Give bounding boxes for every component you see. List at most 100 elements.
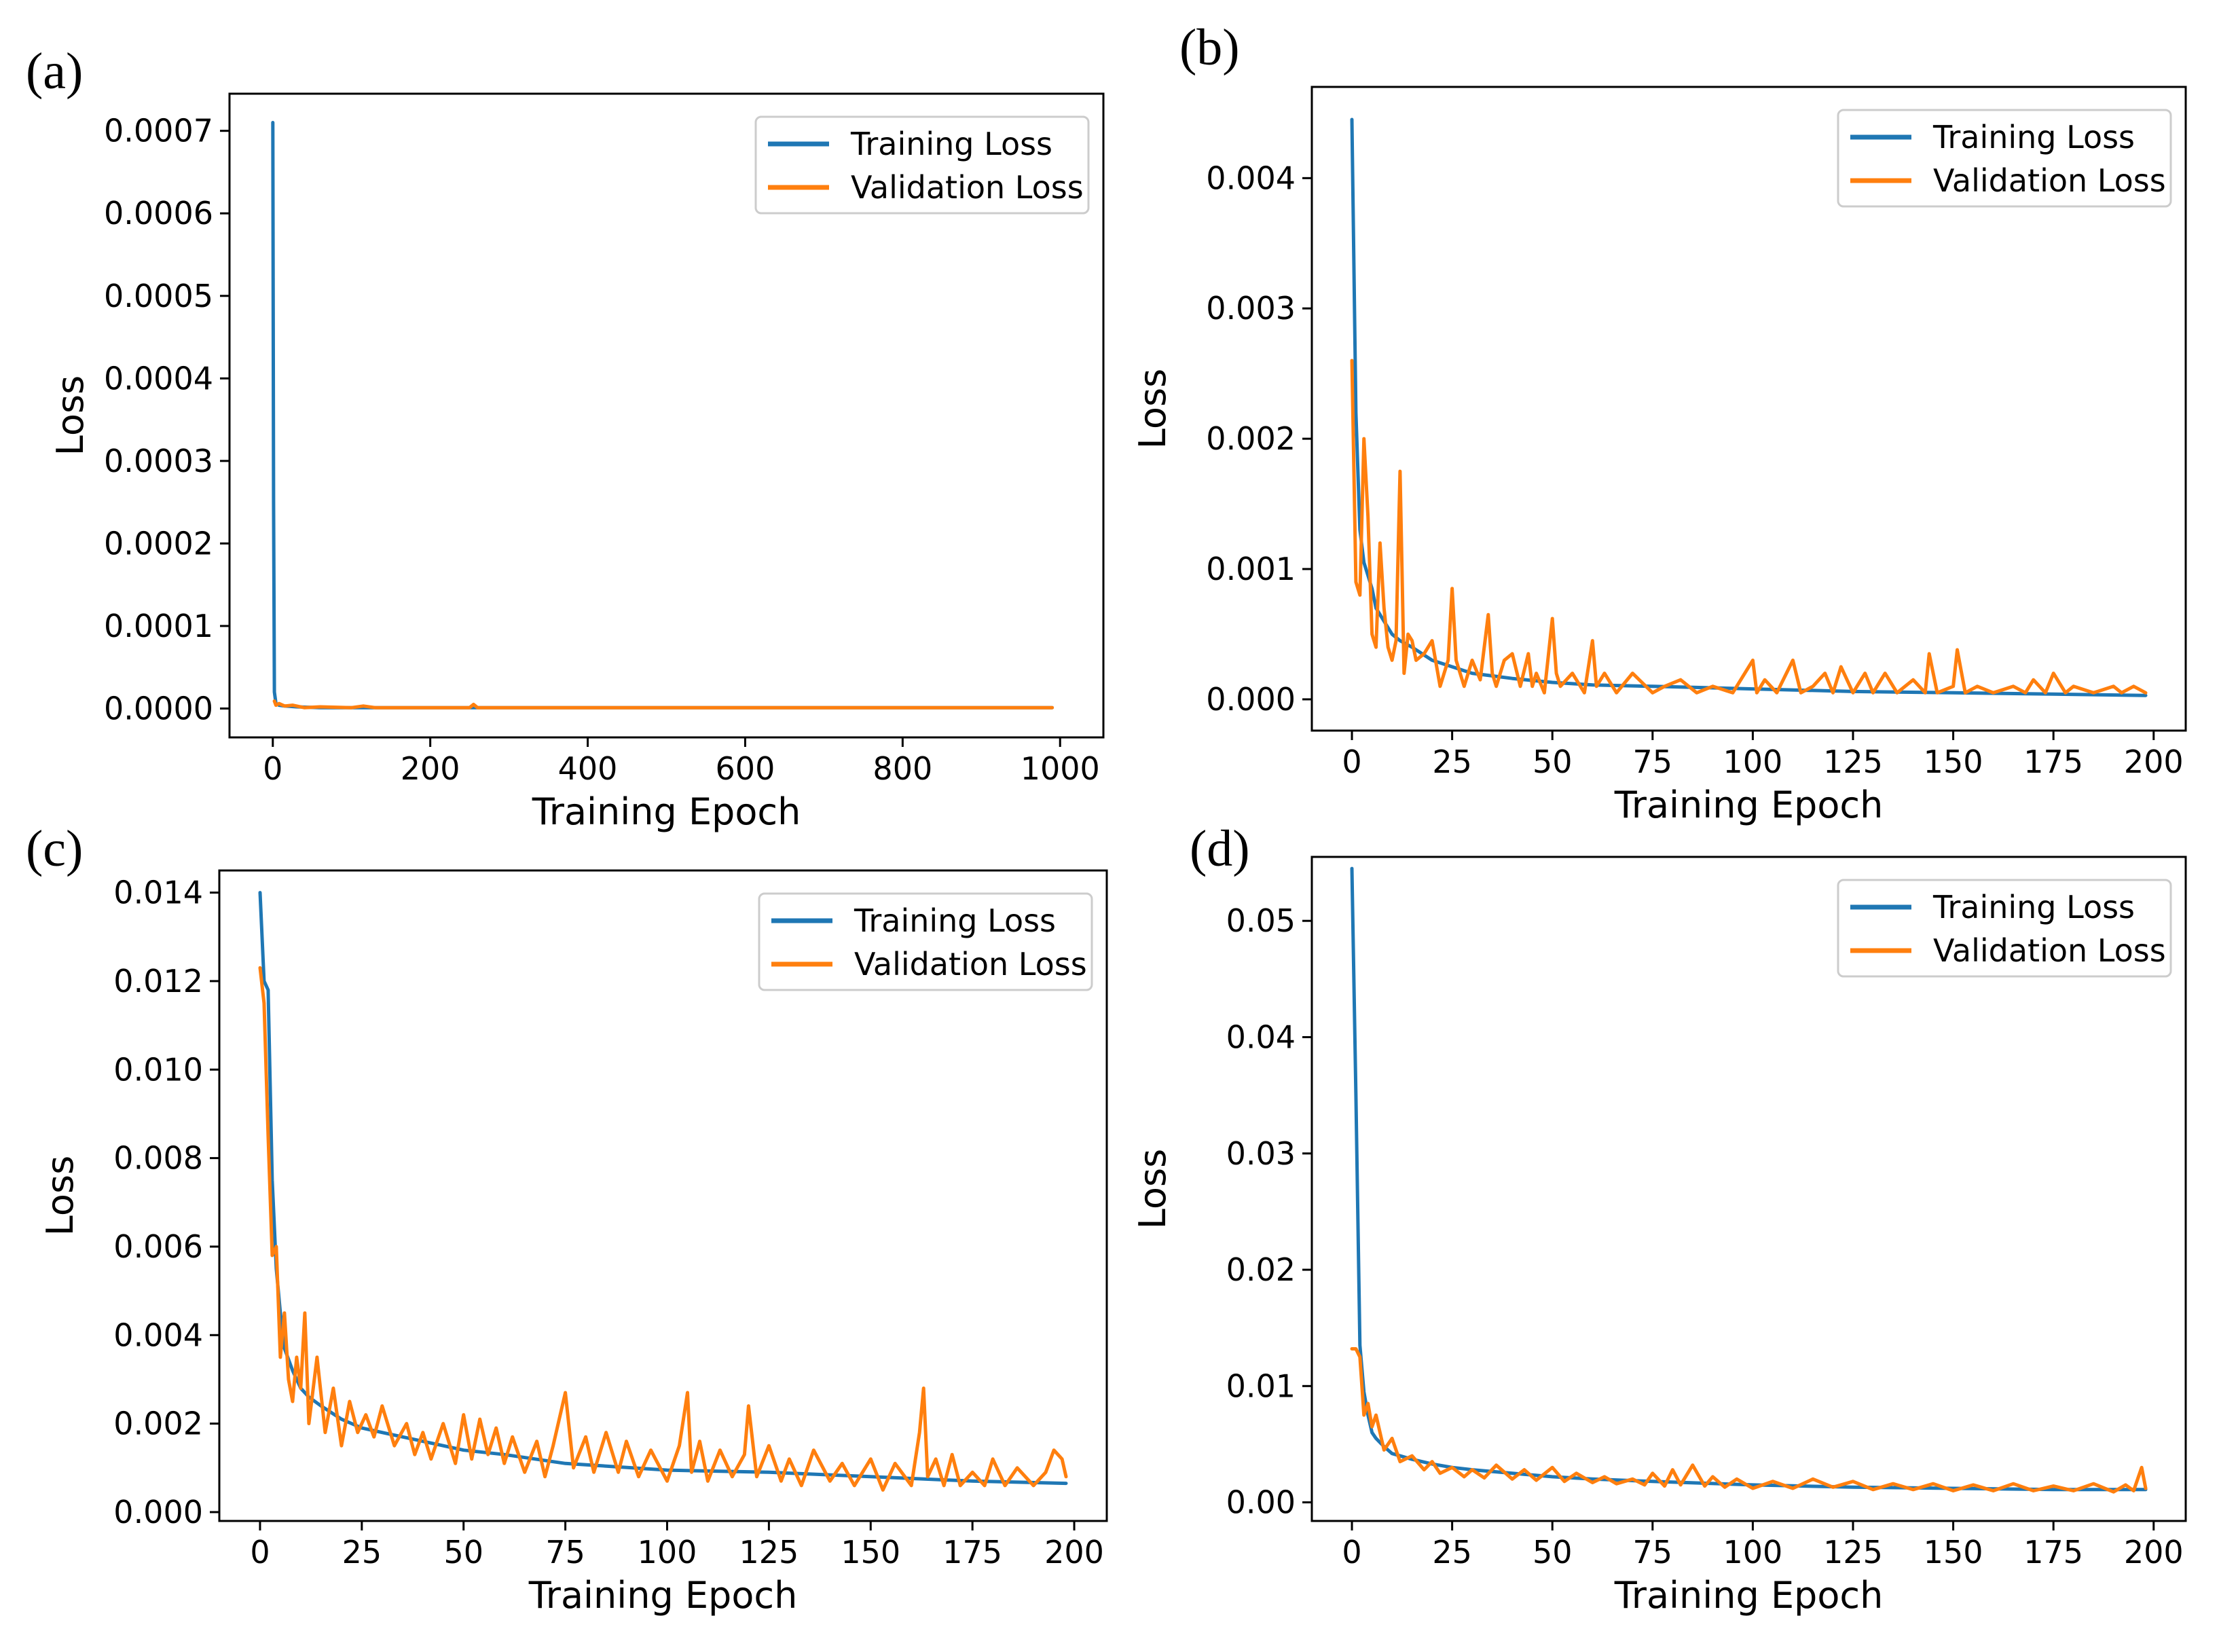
y-tick-label: 0.0006 [104,195,213,232]
plot-frame [228,92,1105,739]
x-tick-label: 25 [1432,1534,1472,1571]
y-tick-label: 0.001 [1206,551,1296,587]
x-tick-label: 200 [2124,744,2184,780]
y-tick-label: 0.0000 [104,690,213,727]
x-tick-label: 25 [1432,744,1472,780]
y-tick-label: 0.01 [1226,1368,1296,1404]
x-tick-label: 0 [250,1534,270,1571]
y-tick-label: 0.0007 [104,113,213,149]
legend-label-training: Training Loss [1932,119,2135,155]
x-tick-label: 150 [841,1534,900,1571]
x-tick-label: 0 [1342,1534,1361,1571]
x-tick-label: 100 [1723,744,1782,780]
chart-c: 0 25 50 75 100 125 150 175 200 0.000 0.002 0.004 0.0… [39,869,1108,1617]
legend-label-validation: Validation Loss [854,946,1087,983]
x-tick-label: 125 [739,1534,799,1571]
y-tick-label: 0.04 [1226,1018,1296,1055]
series-line-validation [272,699,1055,710]
y-tick-label: 0.008 [113,1140,203,1177]
x-tick-label: 1000 [1021,750,1100,787]
legend-label-validation: Validation Loss [1933,162,2166,199]
y-tick-label: 0.002 [113,1406,203,1442]
y-tick-label: 0.05 [1226,902,1296,939]
y-axis-title: Loss [1131,1149,1174,1229]
y-tick-label: 0.000 [1206,681,1296,718]
y-tick-label: 0.002 [1206,420,1296,457]
x-tick-label: 75 [1633,744,1673,780]
y-tick-label: 0.0005 [104,278,213,314]
panel-label-b: (b) [1179,19,1240,76]
legend-label-training: Training Loss [850,126,1052,162]
y-axis-title: Loss [49,375,92,456]
chart-d: 0 25 50 75 100 125 150 175 200 0.00 0.01 0.02 0.03 0.… [1131,856,2187,1617]
series-line-validation [1350,1347,2148,1494]
x-tick-label: 100 [638,1534,697,1571]
y-tick-label: 0.010 [113,1051,203,1088]
chart-b: 0 25 50 75 100 125 150 175 200 0.000 0.001 0.002 0.0… [1131,86,2187,826]
x-axis-title: Training Epoch [528,1574,798,1617]
panel-label-c: (c) [26,820,83,877]
legend-box [1837,879,2172,978]
plot-frame [1310,86,2187,732]
y-tick-label: 0.0004 [104,360,213,397]
x-tick-label: 125 [1823,1534,1883,1571]
x-tick-label: 175 [942,1534,1002,1571]
series-line-training [1350,866,2148,1492]
y-tick-label: 0.004 [1206,160,1296,196]
plot-frame [1310,856,2187,1522]
y-tick-label: 0.0002 [104,525,213,562]
x-tick-label: 600 [716,750,775,787]
y-tick-label: 0.012 [113,963,203,999]
x-tick-label: 200 [2124,1534,2184,1571]
x-tick-label: 75 [545,1534,585,1571]
y-axis-title: Loss [1131,369,1174,449]
legend-label-validation: Validation Loss [1933,932,2166,969]
y-tick-label: 0.02 [1226,1251,1296,1288]
legend-label-validation: Validation Loss [851,169,1084,206]
y-tick-label: 0.03 [1226,1135,1296,1172]
chart-a: 0 200 400 600 800 1000 0.0000 0.0001 0.0002 0.000… [49,92,1105,833]
y-tick-label: 0.00 [1226,1484,1296,1521]
y-tick-label: 0.0003 [104,443,213,479]
y-tick-label: 0.006 [113,1228,203,1265]
x-tick-label: 150 [1924,1534,1983,1571]
x-axis-title: Training Epoch [532,790,801,833]
series-line-training [1350,117,2148,697]
x-tick-label: 400 [558,750,618,787]
x-tick-label: 0 [263,750,282,787]
x-tick-label: 800 [873,750,932,787]
panel-label-a: (a) [26,43,83,100]
y-tick-label: 0.004 [113,1317,203,1353]
legend-label-training: Training Loss [1932,889,2135,925]
plot-frame [218,869,1108,1522]
series-line-validation [1350,359,2148,695]
x-tick-label: 50 [1533,744,1573,780]
x-axis-title: Training Epoch [1614,1574,1884,1617]
panel-label-d: (d) [1190,820,1250,877]
x-axis-title: Training Epoch [1614,784,1884,826]
x-tick-label: 0 [1342,744,1361,780]
series-line-validation [258,966,1068,1492]
x-tick-label: 50 [443,1534,483,1571]
x-tick-label: 175 [2023,1534,2083,1571]
x-tick-label: 200 [1044,1534,1104,1571]
legend-box [1837,109,2172,208]
x-tick-label: 175 [2023,744,2083,780]
y-axis-title: Loss [39,1156,81,1236]
y-tick-label: 0.014 [113,875,203,911]
x-tick-label: 150 [1924,744,1983,780]
x-tick-label: 100 [1723,1534,1782,1571]
legend-box [754,115,1090,215]
y-tick-label: 0.003 [1206,290,1296,327]
y-tick-label: 0.0001 [104,608,213,644]
series-line-training [258,891,1068,1486]
x-tick-label: 75 [1633,1534,1673,1571]
x-tick-label: 125 [1823,744,1883,780]
x-tick-label: 25 [342,1534,382,1571]
x-tick-label: 200 [401,750,460,787]
x-tick-label: 50 [1533,1534,1573,1571]
y-tick-label: 0.000 [113,1494,203,1530]
legend-box [758,892,1093,991]
